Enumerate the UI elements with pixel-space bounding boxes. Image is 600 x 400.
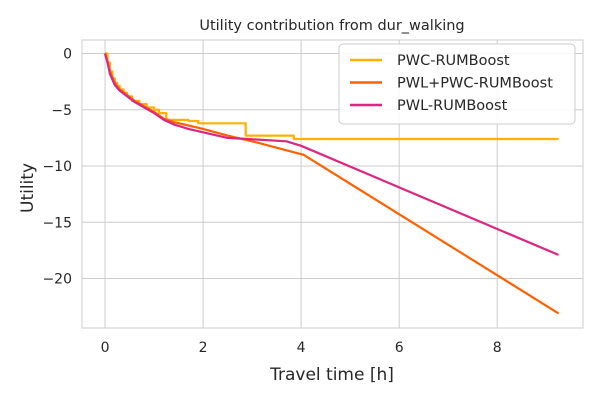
chart-title: Utility contribution from dur_walking: [199, 18, 464, 34]
x-tick-label: 0: [101, 340, 110, 356]
y-axis-label: Utility: [18, 163, 38, 213]
plot-frame: [81, 39, 584, 329]
legend-label: PWL+PWC-RUMBoost: [397, 76, 553, 92]
y-tick-label: −10: [42, 159, 72, 175]
x-tick-label: 2: [199, 340, 208, 356]
grid: [82, 40, 583, 328]
series-line-pwl-rumboost: [103, 53, 559, 256]
x-tick-label: 4: [297, 340, 306, 356]
x-tick-label: 8: [493, 340, 502, 356]
y-tick-label: −5: [51, 103, 72, 119]
legend: PWC-RUMBoost PWL+PWC-RUMBoost PWL-RUMBoost: [338, 43, 576, 125]
legend-label: PWC-RUMBoost: [397, 53, 510, 69]
tick-labels: 0 2 4 6 8 0 −5 −10 −15 −20: [42, 47, 501, 357]
y-tick-label: −15: [42, 215, 72, 231]
y-tick-label: 0: [63, 47, 72, 63]
legend-box: [338, 43, 576, 125]
legend-label: PWL-RUMBoost: [397, 98, 508, 114]
y-tick-label: −20: [42, 272, 72, 288]
series-group: [103, 52, 560, 315]
x-tick-label: 6: [395, 340, 404, 356]
x-axis-label: Travel time [h]: [269, 365, 394, 385]
